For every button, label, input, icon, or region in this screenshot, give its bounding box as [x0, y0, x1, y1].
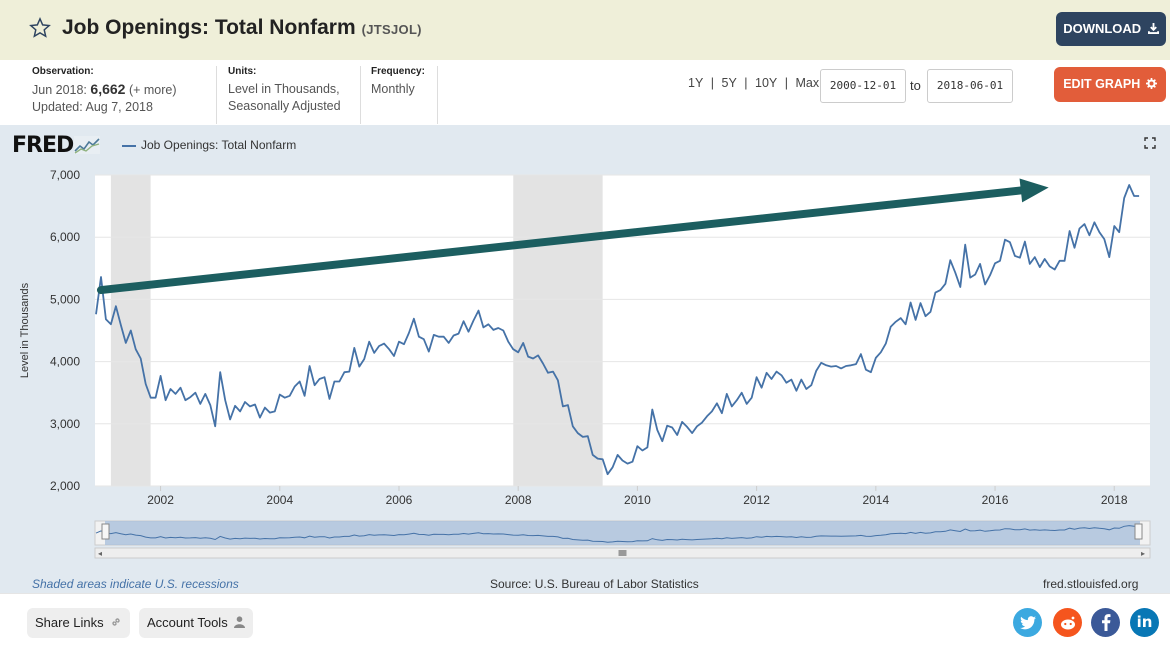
- range-selector: 1Y | 5Y | 10Y | Max: [688, 76, 820, 90]
- fullscreen-icon[interactable]: [1144, 137, 1156, 149]
- chart-panel: FRED Job Openings: Total Nonfarm 2,000 3,…: [0, 125, 1170, 593]
- frequency-label: Frequency:: [371, 66, 425, 77]
- x-tick-label: 2008: [505, 493, 532, 507]
- observation-box: Observation: Jun 2018: 6,662 (+ more) Up…: [32, 66, 212, 126]
- x-tick-label: 2012: [743, 493, 770, 507]
- observation-period: Jun 2018:: [32, 83, 87, 97]
- edit-graph-label: EDIT GRAPH: [1063, 77, 1141, 91]
- star-icon[interactable]: [29, 17, 51, 39]
- range-max[interactable]: Max: [795, 76, 820, 90]
- scroll-left-icon: ◂: [98, 549, 102, 558]
- y-tick-label: 4,000: [50, 355, 80, 369]
- navigator-handle[interactable]: [1134, 523, 1143, 540]
- line-chart: 2,000 3,000 4,000 5,000 6,000 7,000 2002 2004 20…: [19, 168, 1151, 559]
- annotation-arrow-head: [1019, 178, 1049, 203]
- source-note: Source: U.S. Bureau of Labor Statistics: [490, 577, 699, 591]
- linkedin-icon[interactable]: in: [1130, 608, 1159, 637]
- download-icon: [1147, 23, 1159, 34]
- divider: [216, 66, 217, 124]
- y-tick-label: 2,000: [50, 479, 80, 493]
- recession-band: [513, 175, 603, 486]
- link-icon: [112, 618, 120, 626]
- twitter-icon[interactable]: [1013, 608, 1042, 637]
- download-button[interactable]: DOWNLOAD: [1056, 12, 1166, 46]
- legend-swatch: [122, 144, 136, 147]
- series-id: (JTSJOL): [361, 22, 422, 37]
- divider: [360, 66, 361, 124]
- observation-label: Observation:: [32, 66, 94, 77]
- y-tick-label: 7,000: [50, 168, 80, 182]
- updated-date: Updated: Aug 7, 2018: [32, 100, 153, 114]
- units-label: Units:: [228, 66, 257, 77]
- meta-row: Observation: Jun 2018: 6,662 (+ more) Up…: [0, 60, 1170, 125]
- observation-value: 6,662: [90, 81, 126, 97]
- user-icon: [234, 616, 246, 628]
- download-label: DOWNLOAD: [1063, 21, 1142, 36]
- account-tools-button[interactable]: Account Tools: [139, 608, 254, 638]
- account-tools-label: Account Tools: [147, 615, 228, 630]
- legend-label: Job Openings: Total Nonfarm: [141, 138, 297, 152]
- range-10y[interactable]: 10Y: [755, 76, 778, 90]
- y-tick-label: 3,000: [50, 417, 80, 431]
- series-title: Job Openings: Total Nonfarm: [62, 16, 356, 39]
- x-tick-label: 2004: [266, 493, 293, 507]
- x-tick-label: 2014: [862, 493, 889, 507]
- edit-graph-button[interactable]: EDIT GRAPH: [1054, 67, 1166, 102]
- frequency-box: Frequency: Monthly: [371, 66, 437, 126]
- scrollbar-grip: [618, 550, 627, 556]
- end-date-input[interactable]: 2018-06-01: [927, 69, 1013, 103]
- y-axis-label: Level in Thousands: [19, 282, 31, 378]
- y-tick-label: 5,000: [50, 292, 80, 306]
- page-title: Job Openings: Total Nonfarm (JTSJOL): [62, 16, 422, 40]
- y-tick-label: 6,000: [50, 230, 80, 244]
- divider: [437, 66, 438, 124]
- navigator-line: [95, 525, 1140, 543]
- x-tick-label: 2010: [624, 493, 651, 507]
- scroll-right-icon: ▸: [1141, 549, 1145, 558]
- x-tick-label: 2018: [1101, 493, 1128, 507]
- chart-legend: Job Openings: Total Nonfarm: [122, 138, 296, 152]
- gear-icon: [1145, 78, 1157, 89]
- reddit-icon[interactable]: [1053, 608, 1082, 637]
- series-line: [95, 184, 1140, 476]
- url-note[interactable]: fred.stlouisfed.org: [1043, 577, 1139, 591]
- units-box: Units: Level in Thousands, Seasonally Ad…: [228, 66, 358, 126]
- range-5y[interactable]: 5Y: [721, 76, 737, 90]
- footer: Share Links Account Tools in: [0, 593, 1170, 655]
- plot-background: [95, 175, 1150, 486]
- share-links-label: Share Links: [35, 615, 104, 630]
- facebook-icon[interactable]: [1091, 608, 1120, 637]
- x-tick-label: 2006: [386, 493, 413, 507]
- observation-more-link[interactable]: (+ more): [128, 83, 177, 97]
- annotation-arrow-shaft: [96, 186, 1025, 295]
- fred-logo-chart-icon: [74, 136, 101, 154]
- units-line1: Level in Thousands,: [228, 82, 340, 96]
- fred-logo: FRED: [12, 133, 101, 158]
- units-line2: Seasonally Adjusted: [228, 99, 341, 113]
- navigator-handle[interactable]: [101, 523, 110, 540]
- title-bar: Job Openings: Total Nonfarm (JTSJOL) DOWN…: [0, 0, 1170, 60]
- share-links-button[interactable]: Share Links: [27, 608, 131, 638]
- x-tick-label: 2016: [982, 493, 1009, 507]
- recession-note: Shaded areas indicate U.S. recessions: [32, 577, 239, 591]
- x-tick-label: 2002: [147, 493, 174, 507]
- range-1y[interactable]: 1Y: [688, 76, 704, 90]
- start-date-input[interactable]: 2000-12-01: [820, 69, 906, 103]
- to-label: to: [910, 78, 921, 93]
- frequency-value: Monthly: [371, 82, 415, 96]
